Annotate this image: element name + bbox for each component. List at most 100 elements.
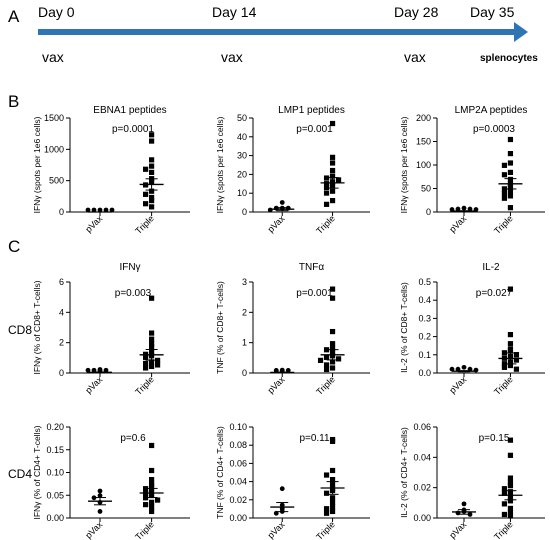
data-point-triple — [507, 160, 514, 166]
data-point-triple — [507, 510, 514, 516]
data-point-triple — [149, 204, 155, 210]
timeline-vax-3: vax — [404, 49, 426, 65]
data-point-triple — [507, 362, 514, 369]
data-point-triple — [149, 336, 155, 342]
p-value-annotation: p=0.001 — [296, 288, 333, 299]
data-point-triple — [323, 506, 330, 512]
data-point-triple — [323, 366, 330, 373]
y-axis-label: IFNγ (spots per 1e6 cells) — [399, 116, 409, 213]
data-point-pvax — [267, 207, 273, 213]
data-point-triple — [329, 341, 336, 347]
panel-letter-b: B — [8, 92, 19, 111]
data-point-triple — [501, 501, 508, 507]
data-point-triple — [149, 169, 155, 175]
timeline-day-28: Day 28 — [394, 4, 439, 20]
data-point-triple — [507, 475, 514, 481]
data-point-triple — [149, 467, 155, 474]
data-point-triple — [149, 504, 155, 510]
data-point-pvax — [279, 200, 285, 205]
data-point-triple — [143, 365, 149, 371]
data-point-triple — [149, 363, 155, 370]
data-point-triple — [323, 472, 330, 478]
data-point-triple — [329, 365, 336, 371]
data-point-triple — [323, 181, 330, 187]
data-point-triple — [501, 172, 508, 178]
p-value-annotation: p=0.15 — [479, 433, 510, 444]
data-point-triple — [507, 348, 514, 354]
p-value-annotation: p=0.0001 — [112, 124, 154, 135]
data-point-triple — [143, 502, 149, 508]
data-point-triple — [329, 295, 336, 301]
y-axis-label: IFNγ (spots per 1e6 cells) — [215, 116, 225, 213]
y-tick-label: 0.15 — [46, 445, 64, 455]
data-point-triple — [335, 356, 342, 362]
timeline-arrow — [38, 22, 528, 42]
data-point-triple — [323, 190, 330, 196]
data-point-triple — [501, 162, 508, 168]
data-point-triple — [149, 132, 155, 138]
x-tick-label: Triple — [492, 374, 515, 397]
data-point-triple — [329, 167, 336, 174]
y-tick-label: 3 — [242, 277, 247, 287]
timeline: Day 0 Day 14 Day 28 Day 35 vax vax vax s… — [38, 4, 538, 65]
data-point-triple — [323, 490, 330, 496]
data-point-triple — [329, 154, 336, 160]
data-point-triple — [329, 198, 336, 204]
x-tick-label: Triple — [133, 374, 156, 397]
data-point-pvax — [97, 207, 103, 213]
p-value-annotation: p=0.11 — [299, 433, 330, 444]
chart-title: IFNγ — [119, 262, 140, 273]
y-tick-label: 30 — [237, 151, 247, 161]
data-point-triple — [329, 508, 336, 515]
data-point-triple — [155, 497, 161, 503]
y-tick-label: 0.08 — [229, 440, 247, 450]
data-point-triple — [501, 486, 508, 492]
x-tick-label: pVax — [83, 374, 104, 395]
y-tick-label: 0 — [242, 368, 247, 378]
chart-title: IL-2 — [482, 262, 500, 273]
data-point-triple — [329, 173, 336, 179]
y-tick-label: 0 — [426, 207, 431, 217]
x-tick-label: pVax — [447, 213, 468, 234]
data-point-pvax — [97, 509, 103, 514]
timeline-vax-1: vax — [42, 49, 64, 65]
x-tick-label: pVax — [266, 213, 287, 234]
chart-lmp1: LMP1 peptides 0 10 20 30 40 50 IFNγ (spots per … — [215, 105, 370, 236]
data-point-triple — [323, 362, 330, 368]
y-tick-label: 0.02 — [413, 483, 431, 493]
x-tick-label: pVax — [83, 519, 104, 540]
x-tick-label: Triple — [314, 213, 337, 236]
data-point-triple — [149, 157, 155, 163]
data-point-triple — [143, 191, 149, 197]
chart-title: TNFα — [299, 262, 324, 273]
data-point-triple — [329, 120, 336, 127]
chart-cd4-ifng: 0.00 0.05 0.10 0.15 0.20 IFNγ (% of CD4+ T-ce… — [32, 422, 190, 540]
data-point-triple — [149, 508, 155, 515]
p-value-annotation: p=0.027 — [476, 288, 513, 299]
y-tick-label: 2 — [242, 307, 247, 317]
x-tick-label: Triple — [133, 519, 156, 540]
y-tick-label: 1500 — [44, 113, 64, 123]
data-point-triple — [507, 188, 514, 194]
y-axis-label: IFNγ (% of CD4+ T-cells) — [32, 425, 42, 519]
data-point-triple — [329, 160, 336, 166]
y-tick-label: 500 — [49, 176, 64, 186]
data-point-triple — [155, 362, 161, 368]
data-point-triple — [501, 364, 508, 370]
data-point-pvax — [467, 206, 473, 212]
y-tick-label: 0.06 — [229, 458, 247, 468]
chart-title: EBNA1 peptides — [93, 105, 166, 116]
y-tick-label: 0.06 — [413, 422, 431, 432]
data-point-pvax — [109, 207, 115, 213]
data-point-triple — [149, 194, 155, 201]
y-tick-label: 0.10 — [46, 468, 64, 478]
p-value-annotation: p=0.0003 — [473, 124, 515, 135]
data-point-triple — [317, 357, 324, 363]
chart-cd8-il2: IL-2 0.0 0.1 0.2 0.3 0.4 0.5 IL-2 (% of CD8+ T-… — [399, 262, 545, 397]
data-point-triple — [507, 169, 514, 175]
data-point-triple — [507, 452, 514, 458]
y-tick-label: 0.2 — [418, 332, 431, 342]
data-point-triple — [149, 359, 155, 365]
